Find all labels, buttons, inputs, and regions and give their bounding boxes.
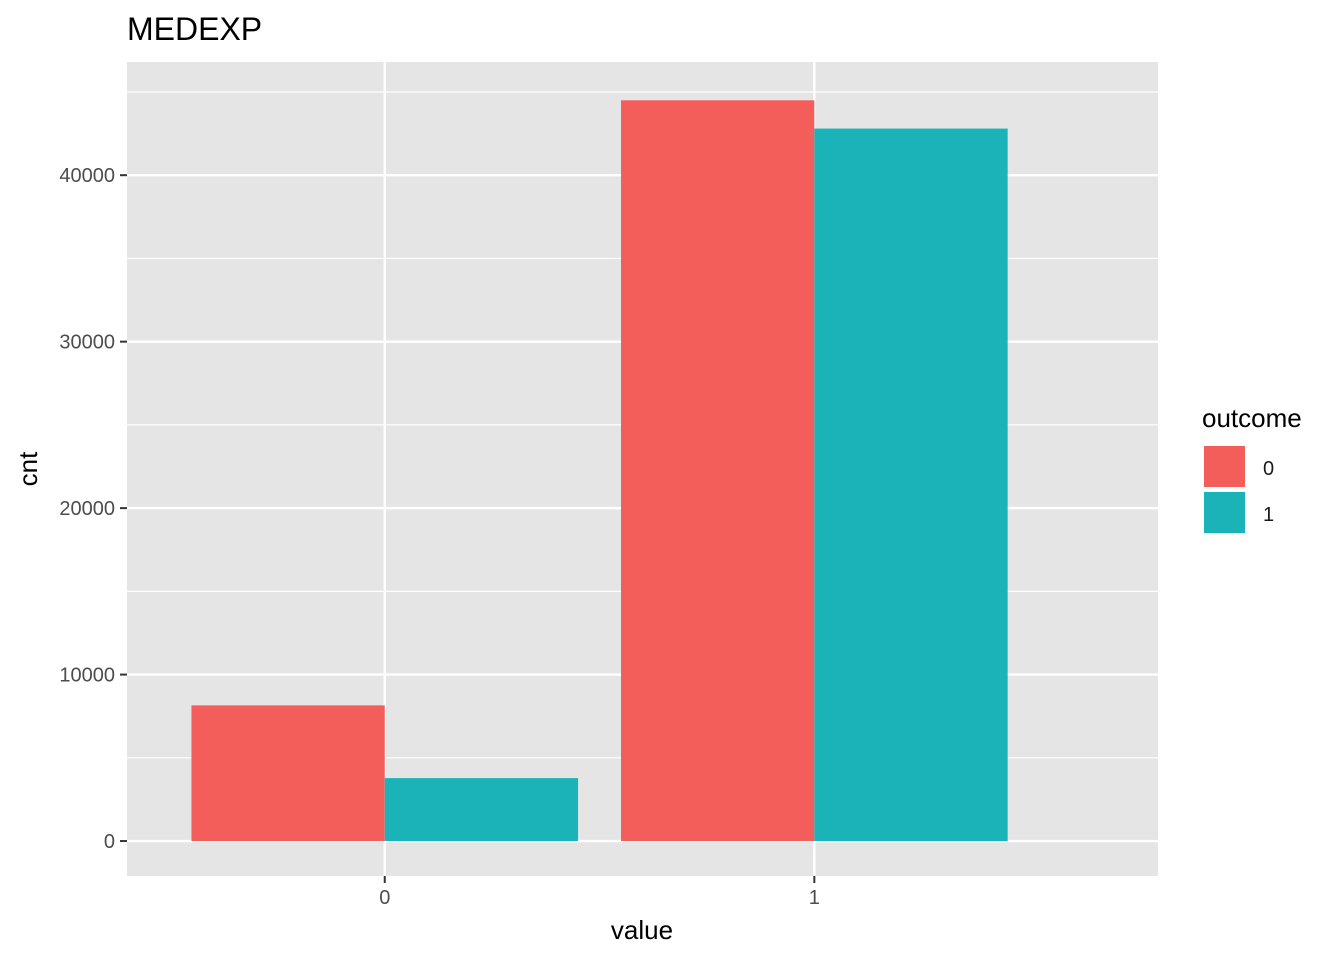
y-tick-label: 0	[104, 831, 115, 853]
legend-key-0-swatch	[1202, 444, 1247, 489]
x-tick-label: 0	[379, 887, 390, 909]
bar-cat0-series0	[191, 705, 385, 842]
y-tick-label: 10000	[59, 665, 115, 687]
y-tick-label: 30000	[59, 332, 115, 354]
x-tick-label: 1	[809, 887, 820, 909]
y-tick-label: 40000	[59, 165, 115, 187]
legend-key-1-label: 1	[1263, 504, 1274, 526]
y-axis: 0 10000 20000 30000 40000	[59, 165, 127, 853]
y-axis-title: cnt	[13, 451, 43, 486]
bar-cat1-series1	[814, 128, 1008, 842]
chart-title: MEDEXP	[127, 11, 262, 47]
legend-key-0-label: 0	[1263, 458, 1274, 480]
legend: outcome 0 1	[1202, 403, 1302, 535]
legend-key-1-swatch	[1202, 490, 1247, 535]
bar-cat0-series1	[384, 778, 579, 842]
legend-title: outcome	[1202, 403, 1302, 433]
bars	[191, 100, 1008, 842]
x-axis-title: value	[611, 915, 673, 945]
bar-cat1-series0	[621, 100, 815, 842]
y-tick-label: 20000	[59, 498, 115, 520]
